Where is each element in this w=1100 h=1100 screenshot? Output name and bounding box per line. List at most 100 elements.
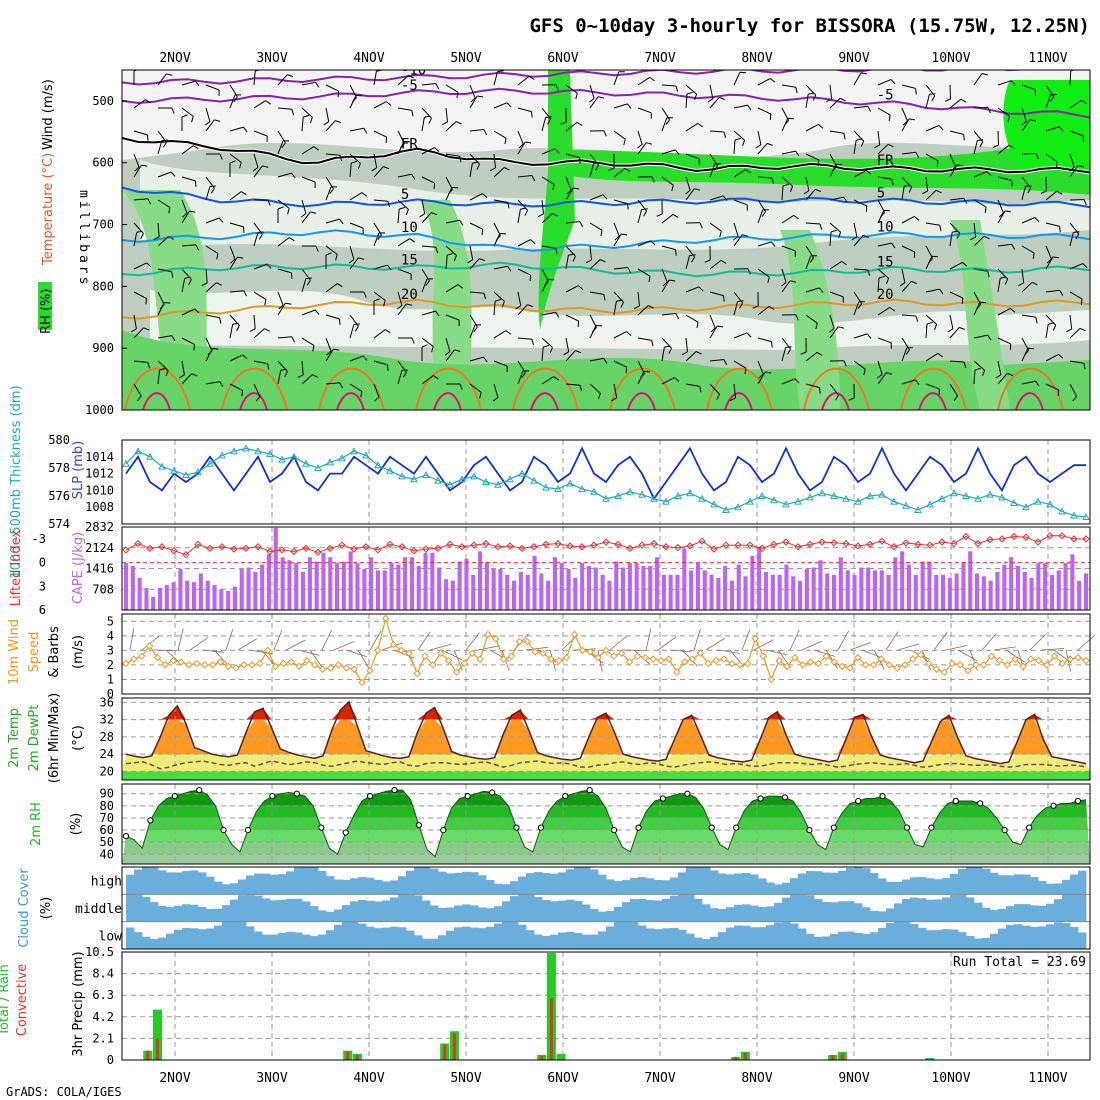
cloud-cell (606, 910, 615, 922)
cloud-cell (366, 877, 375, 895)
cloud-cell (686, 894, 695, 922)
cloud-cell (710, 908, 719, 922)
wind-barb (829, 84, 833, 99)
wind-barb-flag (982, 370, 986, 376)
thickness-marker (626, 487, 634, 495)
cloud-cell (974, 867, 983, 895)
cloud-cell (406, 894, 415, 922)
li-marker (566, 542, 574, 550)
cape-bar (641, 566, 646, 610)
li-marker (842, 539, 850, 548)
wind-barb-flag (357, 163, 361, 170)
wind-barb (493, 265, 508, 270)
wind-barb-flag (339, 155, 343, 162)
li-marker (182, 550, 190, 559)
wind-barb-flag (826, 98, 832, 103)
wind-barb-flag (1058, 126, 1064, 132)
wind10-marker (492, 635, 500, 643)
thickness-marker (518, 469, 526, 477)
wind-barb (805, 153, 819, 161)
wind-barb-flag (204, 121, 211, 126)
wind10-marker (641, 653, 650, 662)
wind-barb-flag (258, 233, 263, 240)
label-wind: Wind (m/s) (41, 79, 56, 150)
wind-barb (733, 139, 736, 155)
wind10-barb (921, 649, 932, 671)
wind10-barb (465, 632, 480, 651)
cape-bar (573, 577, 578, 610)
wind-barb (829, 196, 844, 201)
wind10-marker (311, 661, 319, 669)
wind-barb (949, 197, 964, 201)
wind-barb-flag (843, 196, 848, 203)
cloud-cell (638, 925, 647, 949)
wind-barb-flag (303, 114, 310, 118)
wind-barb-flag (761, 211, 767, 217)
cloud-cell (990, 910, 999, 922)
wind-barb-flag (723, 131, 727, 138)
wind10-barb (309, 649, 323, 669)
footer-credit: GrADS: COLA/IGES (6, 1085, 122, 1099)
cloud-label: Cloud Cover (17, 868, 32, 948)
cloud-cell (950, 874, 959, 895)
cloud-cell (806, 895, 815, 922)
wind-barb-flag (531, 175, 536, 182)
wind-barb (181, 107, 194, 117)
wind-barb (181, 199, 188, 214)
cloud-cell (470, 905, 479, 922)
wind-barb (565, 314, 579, 322)
cloud-cell (374, 879, 383, 895)
wind-barb (781, 150, 796, 155)
wind-barb-flag (795, 314, 799, 321)
wind10-marker (476, 655, 484, 663)
wind-barb-flag (1052, 324, 1057, 331)
wind10-marker (885, 661, 893, 669)
wind-barb (181, 244, 196, 247)
wind10-barb (669, 649, 692, 653)
cloud-cell (750, 927, 759, 949)
wind-barb-flag (1035, 380, 1040, 387)
precip-conv-bar (743, 1052, 747, 1060)
cloud-cell (910, 897, 919, 922)
wind-barb (877, 210, 885, 224)
wind-barb (781, 176, 793, 187)
wind10-barb (1041, 648, 1064, 651)
wind-barb (661, 214, 674, 224)
thickness-marker (938, 494, 946, 502)
cape-bar (498, 569, 503, 610)
wind-barb (1069, 232, 1074, 247)
wind-barb (925, 94, 930, 109)
wind-barb (925, 383, 940, 390)
wind-barb (973, 360, 985, 371)
wind-barb (373, 383, 380, 398)
wind10-barb (753, 639, 774, 651)
cape-bar (770, 574, 775, 610)
cape-bar (614, 561, 619, 610)
cape-bar (382, 570, 387, 610)
li-marker (206, 544, 214, 553)
thickness-marker (674, 491, 682, 499)
cloud-cell (278, 900, 287, 922)
label-rh: RH (%) (39, 289, 54, 334)
wind-barb-flag (528, 75, 535, 80)
cloud-cell (502, 901, 511, 922)
rh-marker (147, 817, 154, 824)
wind-barb (829, 383, 839, 396)
thickness-marker (134, 447, 142, 455)
wind-barb (517, 141, 526, 155)
li-marker (794, 543, 802, 551)
cloud-cell (262, 898, 271, 922)
cape-bar (920, 561, 925, 610)
cape-bar (648, 566, 653, 610)
wind-barb (301, 337, 315, 346)
wind-barb (757, 130, 762, 145)
day-label-bottom: 6NOV (547, 1071, 578, 1086)
wind-barb (1021, 380, 1036, 385)
wind10-marker (846, 664, 854, 672)
wind-barb (421, 212, 432, 224)
wind-barb (541, 176, 555, 185)
cloud-cell (406, 870, 415, 895)
cape-bar (158, 588, 163, 610)
wind-barb-flag (265, 100, 272, 105)
wind-barb-flag (363, 128, 368, 134)
